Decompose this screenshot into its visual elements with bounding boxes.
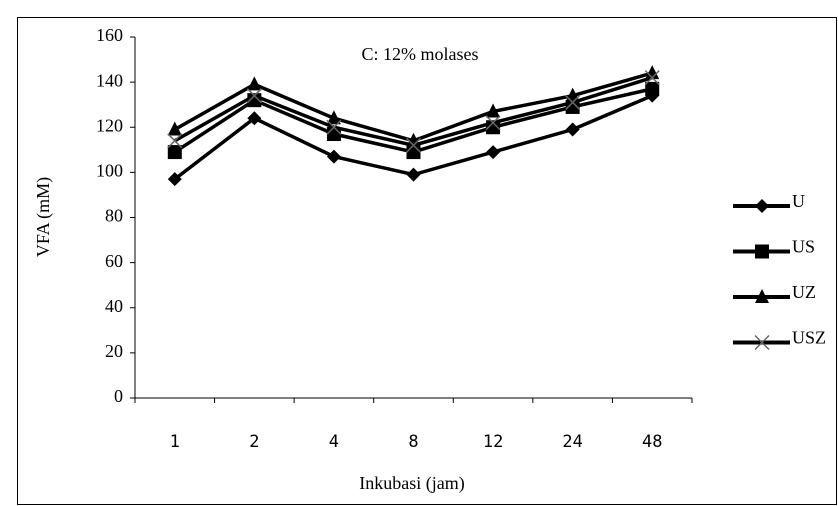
data-point — [565, 122, 580, 137]
y-tick-label: 0 — [114, 386, 123, 406]
data-point — [167, 145, 182, 160]
data-point — [167, 121, 182, 136]
x-tick-label: 4 — [329, 432, 339, 452]
x-tick-label: 48 — [642, 432, 662, 452]
y-tick-label: 160 — [96, 25, 123, 45]
legend-marker — [755, 244, 769, 259]
data-point — [645, 65, 660, 80]
legend-label: U — [792, 191, 805, 211]
y-axis-label: VFA (mM) — [33, 177, 54, 257]
chart-frame — [17, 17, 837, 505]
data-point — [565, 94, 581, 110]
data-point — [645, 81, 660, 96]
x-tick-label: 24 — [562, 432, 582, 452]
data-point — [485, 115, 501, 131]
data-point — [247, 111, 262, 126]
x-tick-label: 12 — [483, 432, 503, 452]
y-tick-label: 20 — [105, 341, 123, 361]
y-tick-label: 120 — [96, 115, 123, 135]
data-point — [326, 119, 342, 135]
y-tick-label: 140 — [96, 70, 123, 90]
legend-label: US — [792, 237, 815, 257]
y-tick-label: 100 — [96, 161, 123, 181]
data-point — [326, 110, 341, 125]
data-point — [326, 149, 341, 164]
legend-label: USZ — [792, 328, 826, 348]
legend-marker — [754, 334, 770, 351]
data-point — [167, 172, 182, 187]
legend-marker — [755, 199, 769, 213]
x-tick-label: 8 — [408, 432, 418, 452]
data-point — [406, 167, 421, 182]
legend-label: UZ — [792, 282, 816, 302]
chart-title: C: 12% molases — [362, 44, 479, 64]
data-point — [644, 70, 660, 86]
data-point — [405, 137, 422, 153]
data-point — [247, 76, 262, 91]
x-axis-label: Inkubasi (jam) — [359, 473, 464, 494]
data-point — [246, 88, 262, 104]
y-tick-label: 80 — [105, 206, 123, 226]
x-tick-label: 1 — [170, 432, 180, 452]
data-point — [167, 133, 183, 149]
data-point — [486, 145, 501, 160]
y-tick-label: 40 — [105, 296, 123, 316]
x-tick-label: 2 — [249, 432, 259, 452]
data-point — [486, 103, 501, 118]
y-tick-label: 60 — [105, 251, 123, 271]
data-point — [406, 145, 421, 160]
legend-marker — [755, 289, 769, 303]
